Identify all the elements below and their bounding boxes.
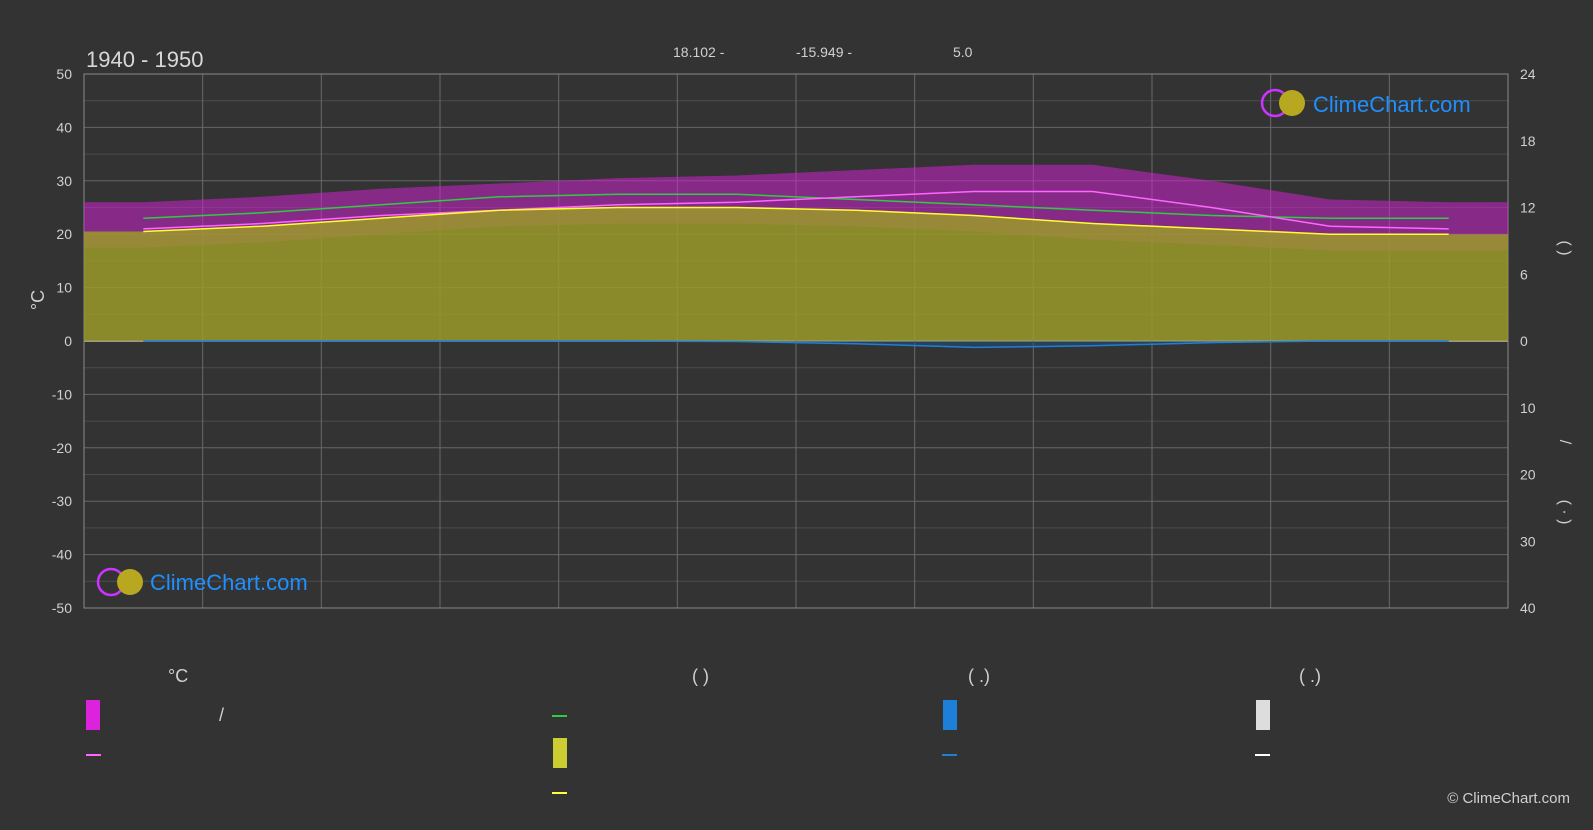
- y-axis-title: °C: [28, 290, 48, 310]
- y-tick-label: -10: [52, 386, 72, 402]
- y-right-lower-tick-label: 30: [1520, 533, 1536, 549]
- sunshine-line: [143, 206, 1449, 235]
- daylight-line: [143, 193, 1449, 219]
- y-tick-label: 10: [56, 280, 72, 296]
- right-lower-axis-title-2: ( · ): [1556, 500, 1573, 525]
- period-title: 1940 - 1950: [86, 47, 203, 72]
- logo-bottom-text: ClimeChart.com: [150, 570, 308, 595]
- logo-top-text: ClimeChart.com: [1313, 92, 1471, 117]
- rain-area: [84, 341, 1508, 348]
- y-tick-label: 50: [56, 66, 72, 82]
- y-right-upper-tick-label: 24: [1520, 66, 1536, 82]
- logo-globe-icon: [117, 569, 143, 595]
- plot-area: 50 40 30 20 10 0 -10 -20 -30 -40 -50 24 18 12 6 0 10 20 30…: [52, 66, 1536, 616]
- y-right-lower-tick-label: 10: [1520, 400, 1536, 416]
- y-tick-label: 30: [56, 173, 72, 189]
- logo-globe-icon: [1279, 90, 1305, 116]
- logo-top: ClimeChart.com: [1260, 88, 1471, 118]
- latitude-label: 18.102 -: [673, 44, 725, 60]
- legend-temp-range-label: /: [219, 705, 224, 725]
- legend-snow-title: ( .): [1299, 666, 1321, 686]
- legend-rain-title: ( .): [968, 666, 990, 686]
- copyright: © ClimeChart.com: [1447, 790, 1570, 807]
- longitude-label: -15.949 -: [796, 44, 852, 60]
- right-lower-axis-title-1: /: [1556, 440, 1573, 445]
- y-tick-label: -50: [52, 600, 72, 616]
- sunshine-area: [84, 207, 1508, 341]
- rain-line: [143, 340, 1449, 349]
- logo-bottom: ClimeChart.com: [96, 567, 308, 597]
- y-right-upper-tick-label: 6: [1520, 266, 1528, 282]
- y-tick-label: -30: [52, 493, 72, 509]
- legend: °C / ( ) ( .) ( .): [86, 666, 1321, 794]
- legend-temp-range-swatch: [86, 700, 100, 730]
- y-right-upper-tick-label: 18: [1520, 133, 1536, 149]
- y-tick-label: 40: [56, 119, 72, 135]
- right-upper-axis-title: ( ): [1556, 240, 1573, 255]
- y-right-upper-tick-label: 12: [1520, 200, 1536, 216]
- y-tick-label: -40: [52, 547, 72, 563]
- legend-temperature-title: °C: [168, 666, 188, 686]
- y-right-upper-tick-label: 0: [1520, 333, 1528, 349]
- max-temperature-line: [143, 190, 1449, 230]
- legend-sunshine-swatch: [553, 738, 567, 768]
- legend-rain-swatch: [943, 700, 957, 730]
- y-tick-label: 0: [64, 333, 72, 349]
- legend-sun-title: ( ): [692, 666, 709, 686]
- legend-snow-swatch: [1256, 700, 1270, 730]
- elevation-label: 5.0: [953, 44, 973, 60]
- y-tick-label: 20: [56, 226, 72, 242]
- y-right-lower-tick-label: 20: [1520, 467, 1536, 483]
- y-tick-label: -20: [52, 440, 72, 456]
- y-right-lower-tick-label: 40: [1520, 600, 1536, 616]
